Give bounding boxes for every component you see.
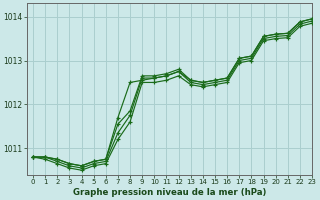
X-axis label: Graphe pression niveau de la mer (hPa): Graphe pression niveau de la mer (hPa) [73,188,266,197]
